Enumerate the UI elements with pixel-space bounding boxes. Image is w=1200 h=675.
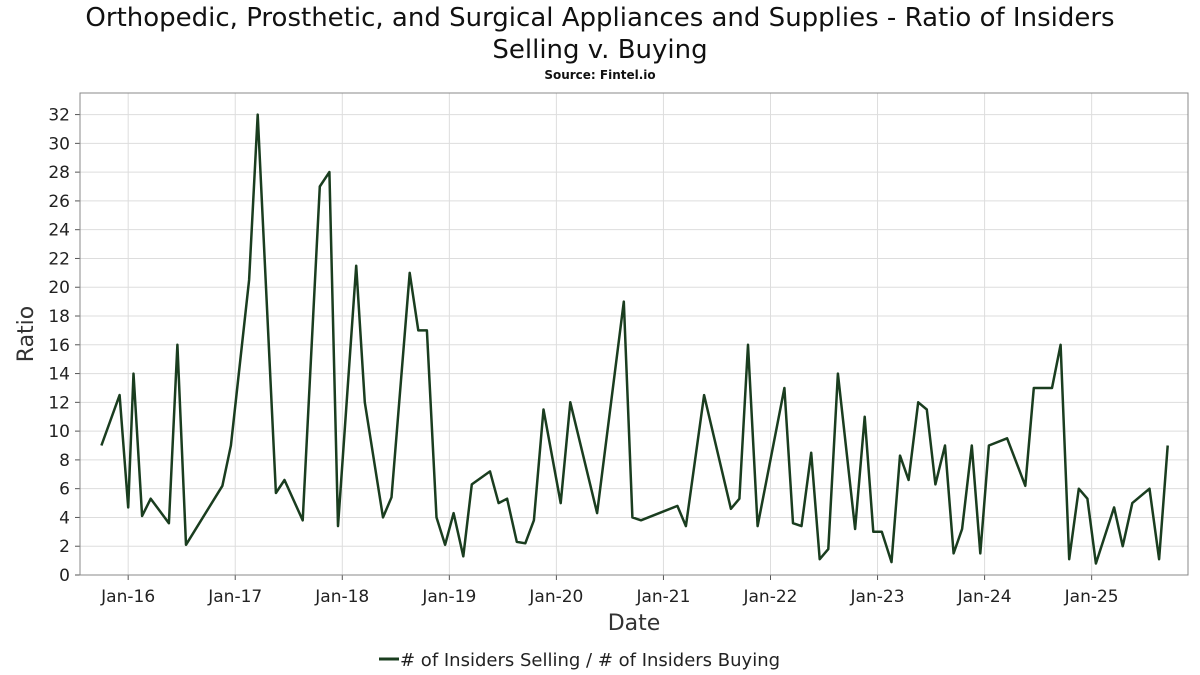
x-tick-label: Jan-19 [421, 587, 476, 607]
y-tick-label: 16 [48, 336, 70, 356]
x-tick-label: Jan-20 [528, 587, 583, 607]
y-tick-label: 26 [48, 192, 70, 212]
series-line [100, 113, 1169, 565]
x-tick-label: Jan-24 [957, 587, 1012, 607]
x-tick-label: Jan-21 [635, 587, 690, 607]
y-tick-label: 22 [48, 249, 70, 269]
y-tick-label: 8 [59, 451, 70, 471]
y-axis-title: Ratio [14, 306, 39, 362]
x-tick-label: Jan-23 [850, 587, 905, 607]
legend: # of Insiders Selling / # of Insiders Bu… [379, 650, 780, 671]
chart-title-line1: Orthopedic, Prosthetic, and Surgical App… [85, 3, 1115, 33]
y-tick-label: 0 [59, 566, 70, 586]
plot-area [80, 93, 1188, 575]
y-tick-label: 30 [48, 134, 70, 154]
x-axis-title: Date [608, 611, 661, 636]
x-tick-label: Jan-22 [743, 587, 798, 607]
y-tick-label: 18 [48, 307, 70, 327]
x-axis-ticks: Jan-16 Jan-17 Jan-18 Jan-19 Jan-20 Jan-21 Jan-… [100, 575, 1119, 607]
y-tick-label: 2 [59, 537, 70, 557]
y-tick-label: 12 [48, 393, 70, 413]
x-tick-label: Jan-25 [1064, 587, 1119, 607]
x-tick-label: Jan-17 [207, 587, 262, 607]
y-tick-label: 14 [48, 365, 70, 385]
x-tick-label: Jan-18 [314, 587, 369, 607]
y-tick-label: 6 [59, 480, 70, 500]
chart-subtitle: Source: Fintel.io [544, 68, 656, 82]
y-tick-label: 10 [48, 422, 70, 442]
chart-title-line2: Selling v. Buying [492, 35, 708, 65]
series-group [100, 113, 1169, 565]
y-tick-label: 32 [48, 106, 70, 126]
legend-label: # of Insiders Selling / # of Insiders Bu… [400, 650, 780, 671]
y-tick-label: 20 [48, 278, 70, 298]
y-tick-label: 24 [48, 221, 70, 241]
y-tick-label: 4 [59, 508, 70, 528]
y-tick-label: 28 [48, 163, 70, 183]
x-tick-label: Jan-16 [100, 587, 155, 607]
plot-border [79, 92, 1189, 576]
